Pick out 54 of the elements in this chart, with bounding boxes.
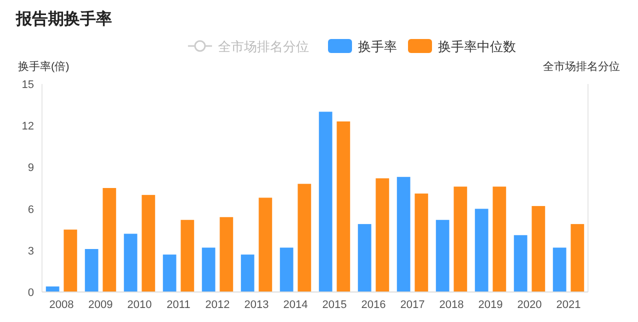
y-tick-label: 15 [22, 79, 34, 91]
bar [532, 206, 546, 292]
bar [280, 248, 294, 292]
bar [570, 224, 584, 292]
bar [396, 176, 410, 292]
x-tick-label: 2011 [166, 299, 190, 311]
bar [492, 186, 506, 292]
chart-title: 报告期换手率 [15, 9, 112, 28]
x-tick-label: 2016 [361, 299, 386, 311]
y-tick-label: 3 [28, 245, 34, 258]
y-tick-label: 6 [28, 204, 34, 216]
bar [258, 198, 272, 292]
x-tick-label: 2021 [556, 299, 581, 311]
x-tick-label: 2010 [127, 299, 152, 311]
bar [552, 248, 566, 292]
y-tick-label: 9 [28, 162, 34, 174]
x-tick-label: 2009 [88, 299, 113, 311]
x-tick-label: 2014 [283, 299, 308, 311]
bar [514, 235, 528, 292]
bar [124, 234, 138, 292]
bar [162, 254, 176, 292]
bar [336, 121, 350, 292]
bar [84, 249, 98, 292]
bar [46, 286, 60, 292]
bar [240, 254, 254, 292]
bar [102, 188, 116, 292]
x-tick-label: 2019 [478, 299, 503, 311]
bar [436, 220, 450, 292]
x-tick-label: 2015 [322, 299, 347, 311]
bar [64, 230, 78, 292]
bar [414, 194, 428, 292]
y2-axis-title: 全市场排名分位 [543, 60, 620, 73]
bar [298, 184, 312, 292]
x-tick-label: 2020 [517, 299, 542, 311]
legend-label: 换手率 [358, 39, 397, 54]
bar [376, 178, 390, 292]
bar [180, 220, 194, 292]
legend-label: 换手率中位数 [438, 39, 516, 54]
x-tick-label: 2012 [205, 299, 230, 311]
bar [202, 248, 216, 292]
bar [220, 217, 234, 292]
y-tick-label: 0 [28, 287, 34, 299]
x-tick-label: 2013 [244, 299, 269, 311]
bar [142, 194, 156, 292]
x-tick-label: 2017 [400, 299, 425, 311]
x-tick-label: 2018 [439, 299, 464, 311]
legend-label: 全市场排名分位 [218, 39, 309, 54]
bar [454, 186, 468, 292]
bar [358, 224, 372, 292]
y-tick-label: 12 [22, 120, 34, 133]
y-axis-title: 换手率(倍) [18, 60, 70, 73]
bar [318, 112, 332, 292]
x-tick-label: 2008 [49, 299, 74, 311]
bar [474, 208, 488, 292]
